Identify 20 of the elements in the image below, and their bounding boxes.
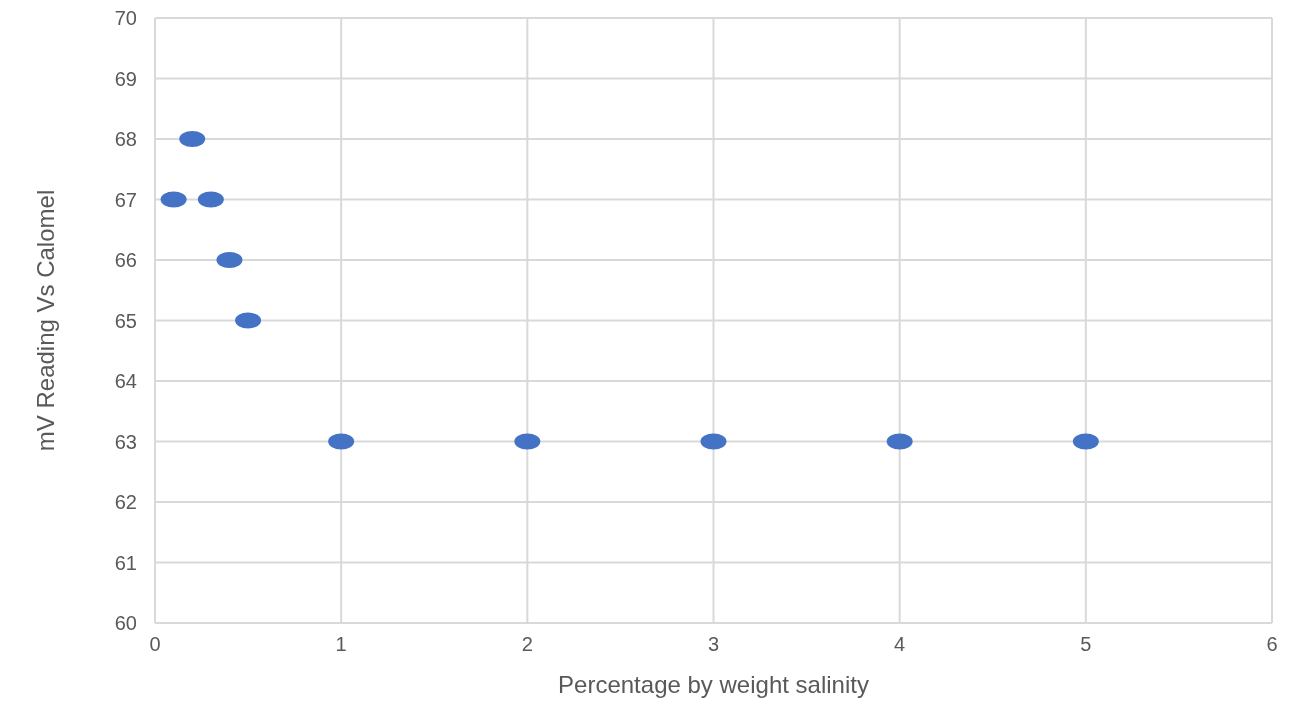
x-axis-title: Percentage by weight salinity	[558, 671, 869, 698]
x-tick-label: 6	[1266, 633, 1278, 656]
y-axis-title: mV Reading Vs Calomel	[31, 189, 59, 452]
x-tick-label: 5	[1080, 633, 1092, 656]
x-tick-label: 2	[521, 633, 533, 656]
x-tick-label: 4	[894, 633, 906, 656]
y-tick-label: 66	[114, 249, 137, 272]
y-tick-label: 62	[114, 491, 137, 514]
y-tick-label: 70	[114, 7, 137, 30]
y-tick-label: 68	[114, 128, 137, 151]
y-tick-label: 67	[114, 188, 137, 211]
y-tick-label: 60	[114, 612, 137, 635]
y-tick-label: 61	[114, 551, 137, 574]
y-tick-label: 63	[114, 430, 137, 453]
x-tick-label: 0	[149, 633, 161, 656]
y-tick-label: 64	[114, 370, 137, 393]
x-tick-label: 1	[335, 633, 347, 656]
y-tick-label: 65	[114, 309, 137, 332]
x-tick-label: 3	[707, 633, 720, 656]
y-tick-label: 69	[114, 67, 137, 90]
